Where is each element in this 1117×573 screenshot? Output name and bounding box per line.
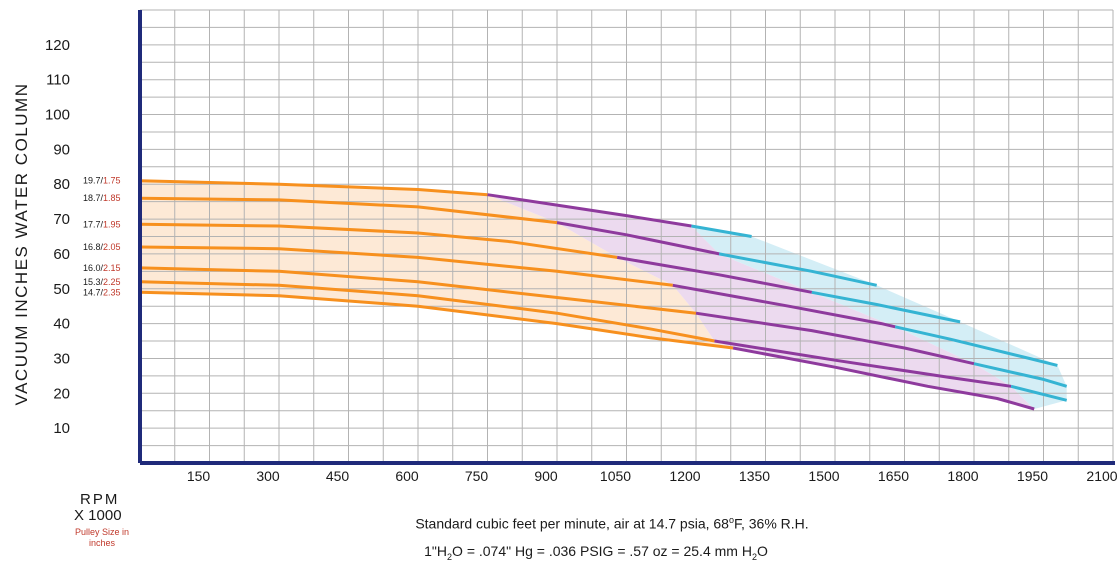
curve-17.7-zone-2 [616, 255, 813, 294]
curve-14.7-zone-2 [732, 346, 1035, 411]
curve-pulley-label: 2.25 [103, 277, 121, 287]
curve-rpm-label: 17.7/ [83, 219, 104, 229]
curve-label: 16.0/2.15 [83, 263, 121, 273]
y-tick-label: 100 [45, 107, 70, 124]
x-tick-label: 1500 [808, 468, 839, 484]
rpm-label: RPM [80, 491, 120, 508]
curve-pulley-label: 1.95 [103, 219, 121, 229]
curve-label: 19.7/1.75 [83, 176, 121, 186]
y-tick-label: 50 [53, 281, 70, 298]
curve-rpm-label: 19.7/ [83, 176, 104, 186]
curve-rpm-label: 16.0/ [83, 263, 104, 273]
x-tick-label: 1950 [1017, 468, 1048, 484]
curve-18.7-zone-2 [556, 221, 720, 256]
curve-15.3-zone-3 [1010, 384, 1068, 402]
tick-labels: 150 300 450 600 750 900 1050 1200 1350 1500 1650 18… [45, 37, 1117, 484]
curve-14.7-zone-1 [139, 290, 734, 350]
x-tick-label: 1200 [669, 468, 700, 484]
curve-17.7-zone-1 [139, 222, 618, 259]
curve-rpm-label: 16.8/ [83, 242, 104, 252]
y-tick-label: 10 [53, 420, 70, 437]
curve-16.8-zone-3 [894, 325, 1058, 367]
curve-15.3-zone-2 [714, 339, 1012, 388]
curve-rpm-label: 14.7/ [83, 287, 104, 297]
y-tick-label: 80 [53, 176, 70, 193]
curve-15.3-zone-1 [139, 280, 715, 343]
curve-label: 16.8/2.05 [83, 242, 121, 252]
curve-16.8-zone-2 [672, 283, 896, 329]
x-tick-label: 1350 [739, 468, 770, 484]
y-tick-label: 60 [53, 246, 70, 263]
y-tick-label: 110 [46, 72, 70, 89]
x-tick-label: 450 [326, 468, 350, 484]
curve-16.8-zone-1 [139, 245, 673, 287]
curve-19.7-zone-1 [139, 179, 488, 197]
axes [138, 10, 1115, 465]
curve-19.7-zone-3 [691, 224, 752, 238]
curve-pulley-label: 1.75 [103, 176, 121, 186]
x-axis-label: Standard cubic feet per minute, air at 1… [415, 515, 809, 532]
curve-rpm-label: 15.3/ [83, 277, 104, 287]
curve-17.7-zone-3 [811, 290, 961, 324]
unit-conversion-note: 1"H2O = .074" Hg = .036 PSIG = .57 oz = … [424, 543, 768, 562]
curve-rpm-label: 18.7/ [83, 193, 104, 203]
curve-16.0-zone-1 [139, 266, 697, 315]
curve-label: 17.7/1.95 [83, 219, 121, 229]
curve-pulley-label: 2.15 [103, 263, 121, 273]
curve-labels: 19.7/1.75 18.7/1.85 17.7/1.95 16.8/2.05 16.0… [83, 176, 121, 298]
y-tick-label: 40 [53, 316, 70, 333]
rpm-multiplier-label: X 1000 [74, 507, 122, 524]
pulley-size-label: Pulley Size in inches [74, 527, 130, 548]
curve-pulley-label: 2.35 [103, 287, 121, 297]
x-tick-label: 750 [465, 468, 489, 484]
x-tick-label: 1650 [878, 468, 909, 484]
y-tick-label: 90 [53, 141, 70, 158]
curve-pulley-label: 1.85 [103, 193, 121, 203]
curve-16.0-zone-2 [695, 311, 975, 366]
curve-18.7-zone-1 [139, 196, 558, 225]
x-tick-label: 2100 [1086, 468, 1117, 484]
x-tick-label: 1800 [947, 468, 978, 484]
curve-18.7-zone-3 [718, 252, 878, 287]
y-tick-label: 20 [53, 385, 70, 402]
x-tick-label: 1050 [600, 468, 631, 484]
x-tick-label: 900 [534, 468, 558, 484]
x-tick-label: 150 [187, 468, 211, 484]
curve-label: 18.7/1.85 [83, 193, 121, 203]
grid-lines [140, 9, 1114, 463]
y-tick-label: 120 [45, 37, 70, 54]
curve-label: 14.7/2.35 [83, 287, 121, 297]
curve-label: 15.3/2.25 [83, 277, 121, 287]
y-tick-label: 30 [53, 350, 70, 367]
curve-pulley-label: 2.05 [103, 242, 121, 252]
y-axis-label: VACUUM INCHES WATER COLUMN [12, 82, 31, 406]
curve-16.0-zone-3 [973, 362, 1068, 388]
performance-curves [139, 179, 1068, 411]
curve-19.7-zone-2 [487, 193, 692, 228]
y-tick-label: 70 [53, 211, 70, 228]
x-tick-label: 300 [256, 468, 280, 484]
x-tick-label: 600 [395, 468, 419, 484]
